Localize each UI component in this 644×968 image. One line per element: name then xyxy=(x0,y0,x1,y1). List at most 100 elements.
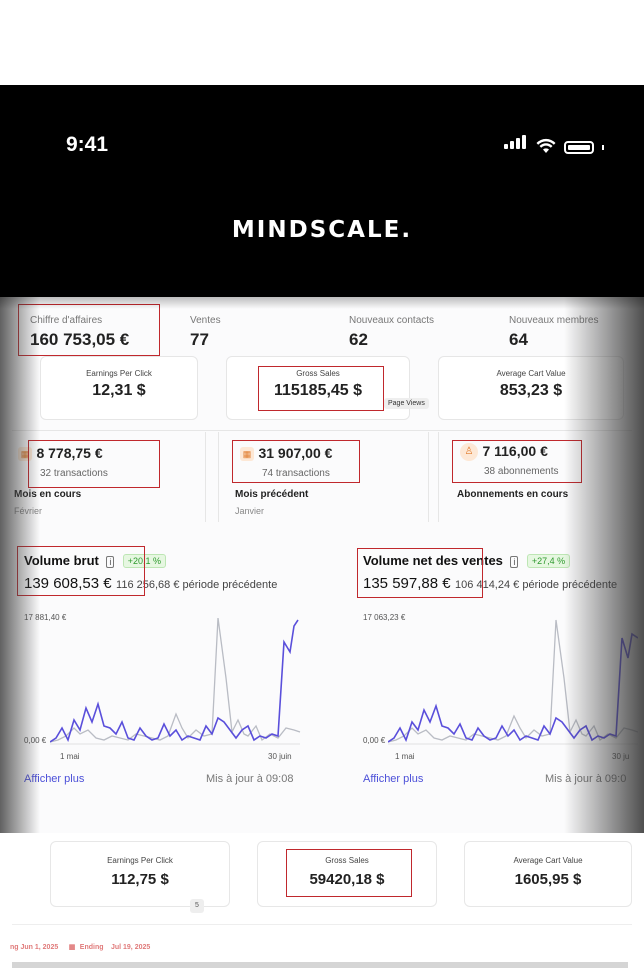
show-more-link[interactable]: Afficher plus xyxy=(24,773,85,785)
stat-new-contacts: Nouveaux contacts 62 xyxy=(349,315,434,350)
transaction-amount: 7 116,00 € xyxy=(482,443,548,460)
stat-label: Nouveaux membres xyxy=(509,315,599,326)
highlight-box xyxy=(18,304,160,356)
chart-title: Volume net des ventes xyxy=(363,553,503,568)
stat-new-members: Nouveaux membres 64 xyxy=(509,315,598,350)
card-label: Gross Sales xyxy=(325,856,369,865)
user-icon: ♙ xyxy=(460,443,478,461)
divider xyxy=(205,432,206,522)
card-value: 59420,18 $ xyxy=(309,871,385,888)
info-icon[interactable]: i xyxy=(106,556,115,568)
series-current-line xyxy=(50,619,299,743)
card-value: 1605,95 $ xyxy=(514,871,582,888)
transaction-period: Février xyxy=(14,506,43,516)
page-marker: 5 xyxy=(190,899,204,913)
highlight-box xyxy=(286,849,412,897)
card-value: 115185,45 $ xyxy=(273,382,363,399)
volume-brut-chart xyxy=(50,618,301,745)
x-end-label: 30 juin xyxy=(268,752,292,761)
y-min-label: 0,00 € xyxy=(363,736,386,745)
transaction-period: Janvier xyxy=(235,506,265,516)
stat-sales: Ventes 77 xyxy=(190,315,221,350)
transaction-count: 32 transactions xyxy=(40,468,108,479)
date-range[interactable]: ng Jun 1, 2025 ▦ Ending Jul 19, 2025 xyxy=(10,936,150,954)
highlight-box xyxy=(28,440,160,488)
phone-header: 9:41 Mindscale. xyxy=(0,85,644,297)
volume-net-chart xyxy=(388,619,638,745)
change-badge: +27,4 % xyxy=(526,553,571,568)
updated-time: Mis à jour à 09:0 xyxy=(545,773,627,785)
transaction-title: Mois précédent xyxy=(235,489,309,500)
card-value: 853,23 $ xyxy=(499,382,563,399)
status-icons xyxy=(504,135,604,154)
transaction-count: 74 transactions xyxy=(262,468,330,479)
y-max-label: 17 063,23 € xyxy=(363,613,406,622)
volume-net-header: Volume net des ventes i +27,4 % xyxy=(363,552,571,570)
transaction-title: Mois en cours xyxy=(14,489,82,500)
x-start-label: 1 mai xyxy=(395,752,415,761)
stat-revenue: Chiffre d'affaires 160 753,05 € xyxy=(30,315,129,350)
end-date: Jul 19, 2025 xyxy=(110,944,151,951)
stat-label: Ventes xyxy=(190,315,221,326)
chart-previous: 116 256,68 € période précédente xyxy=(116,579,278,591)
card-label: Earnings Per Click xyxy=(86,369,152,378)
volume-brut-amounts: 139 608,53 € 116 256,68 € période précéd… xyxy=(24,575,277,593)
card-label: Gross Sales xyxy=(296,369,340,378)
transaction-title: Abonnements en cours xyxy=(457,489,569,500)
brand-logo: Mindscale. xyxy=(231,217,413,243)
divider xyxy=(218,432,219,522)
divider xyxy=(12,924,632,925)
divider xyxy=(428,432,429,522)
transaction-previous-month: ▦ 31 907,00 € 74 transactions xyxy=(240,445,332,479)
x-end-label: 30 ju xyxy=(612,752,630,761)
series-previous-line xyxy=(50,618,301,743)
status-time: 9:41 xyxy=(66,133,109,156)
chart-title: Volume brut xyxy=(24,553,99,568)
card-label: Average Cart Value xyxy=(513,856,583,865)
show-more-link[interactable]: Afficher plus xyxy=(363,773,424,785)
highlight-box xyxy=(452,440,582,483)
stat-value: 64 xyxy=(509,330,528,349)
card-label: Average Cart Value xyxy=(496,369,566,378)
bottom-card-earnings-per-click[interactable]: Earnings Per Click 112,75 $ xyxy=(50,841,230,907)
battery-icon xyxy=(564,141,594,154)
chart-amount: 135 597,88 € xyxy=(363,575,451,592)
chart-amount: 139 608,53 € xyxy=(24,575,112,592)
battery-tip xyxy=(602,145,604,150)
card-value: 12,31 $ xyxy=(92,382,146,399)
divider xyxy=(438,432,439,522)
end-label: Ending xyxy=(79,944,104,951)
transaction-amount: 8 778,75 € xyxy=(36,445,103,461)
calendar-icon: ▦ xyxy=(240,446,254,461)
bottom-bar xyxy=(12,962,628,968)
card-average-cart-value[interactable]: Average Cart Value 853,23 $ xyxy=(438,356,624,420)
updated-time: Mis à jour à 09:08 xyxy=(206,773,294,785)
stat-value: 160 753,05 € xyxy=(30,330,130,349)
bottom-card-average-cart-value[interactable]: Average Cart Value 1605,95 $ xyxy=(464,841,632,907)
highlight-box xyxy=(232,440,360,483)
info-icon[interactable]: i xyxy=(510,556,519,568)
card-earnings-per-click[interactable]: Earnings Per Click 12,31 $ xyxy=(40,356,198,420)
calendar-icon: ▦ xyxy=(68,944,76,951)
notch xyxy=(155,85,475,162)
card-value: 112,75 $ xyxy=(111,871,169,888)
start-date: ng Jun 1, 2025 xyxy=(10,944,59,951)
divider xyxy=(12,430,632,431)
y-min-label: 0,00 € xyxy=(24,736,47,745)
tooltip: Page Views xyxy=(384,398,429,409)
highlight-box xyxy=(258,366,384,411)
stat-label: Nouveaux contacts xyxy=(349,315,435,326)
stat-value: 77 xyxy=(190,330,209,349)
stat-label: Chiffre d'affaires xyxy=(30,315,103,326)
transaction-subscriptions: ♙ 7 116,00 € 38 abonnements xyxy=(460,443,559,477)
transaction-amount: 31 907,00 € xyxy=(258,445,333,461)
stat-value: 62 xyxy=(349,330,368,349)
x-start-label: 1 mai xyxy=(60,752,80,761)
highlight-box xyxy=(357,548,483,598)
signal-icon xyxy=(504,135,528,154)
transaction-count: 38 abonnements xyxy=(484,466,559,478)
highlight-box xyxy=(17,546,145,596)
series-current-line xyxy=(388,632,638,743)
wifi-icon xyxy=(536,138,556,153)
series-previous-line xyxy=(388,619,638,743)
